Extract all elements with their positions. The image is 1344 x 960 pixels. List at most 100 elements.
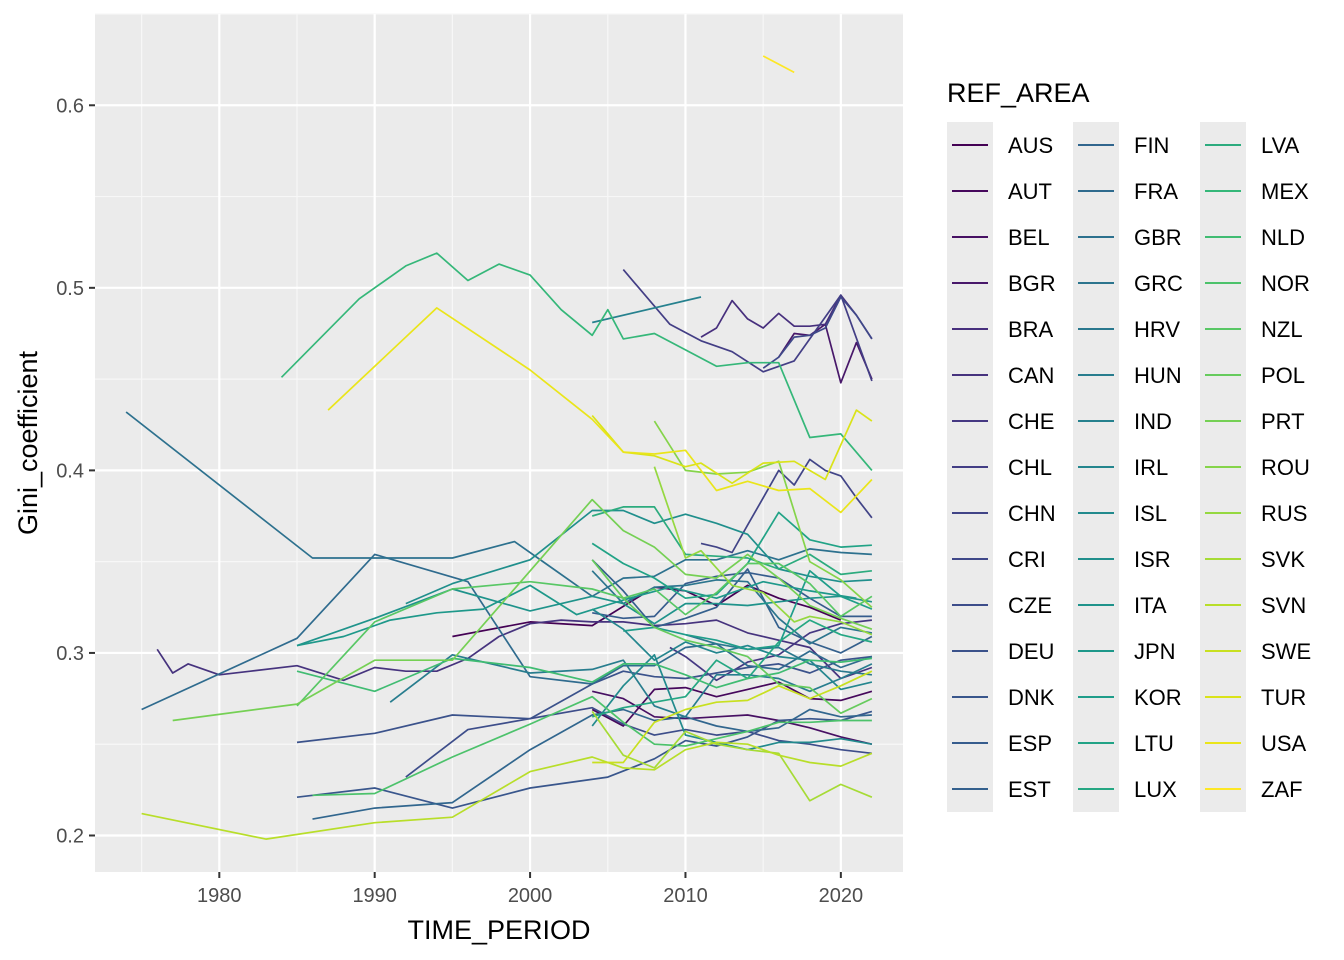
legend-label-kor: KOR — [1134, 685, 1182, 710]
x-axis-title: TIME_PERIOD — [407, 915, 590, 945]
legend-label-gbr: GBR — [1134, 225, 1182, 250]
series-line-aus — [452, 584, 842, 638]
legend-label-ind: IND — [1134, 409, 1172, 434]
legend-label-svk: SVK — [1261, 547, 1305, 572]
series-line-svn — [141, 741, 873, 840]
legend-label-irl: IRL — [1134, 455, 1168, 480]
legend-label-lux: LUX — [1134, 777, 1177, 802]
series-line-isr — [405, 509, 872, 605]
legend-label-esp: ESP — [1008, 731, 1052, 756]
series-line-deu — [296, 655, 872, 744]
series-line-lva — [591, 506, 872, 576]
legend-label-nzl: NZL — [1261, 317, 1303, 342]
legend-label-usa: USA — [1261, 731, 1307, 756]
series-line-mex — [280, 252, 873, 471]
series-line-zaf — [762, 55, 795, 74]
legend-label-dnk: DNK — [1008, 685, 1055, 710]
y-axis-title: Gini_coefficient — [13, 350, 43, 535]
legend-label-cze: CZE — [1008, 593, 1052, 618]
series-line-isl — [591, 653, 873, 751]
series-line-rou — [653, 420, 873, 608]
legend-label-bra: BRA — [1008, 317, 1054, 342]
legend-label-swe: SWE — [1261, 639, 1311, 664]
x-tick-label: 2000 — [508, 885, 553, 907]
y-tick-label: 0.4 — [56, 460, 84, 482]
legend-label-deu: DEU — [1008, 639, 1054, 664]
legend-label-ltu: LTU — [1134, 731, 1174, 756]
series-layer — [125, 55, 873, 840]
series-line-pol — [591, 559, 873, 715]
legend-label-aut: AUT — [1008, 179, 1052, 204]
series-line-hun — [389, 653, 873, 718]
legend-label-chl: CHL — [1008, 455, 1052, 480]
series-line-che — [669, 619, 872, 682]
legend-label-jpn: JPN — [1134, 639, 1176, 664]
y-tick-label: 0.2 — [56, 825, 84, 847]
legend-label-ita: ITA — [1134, 593, 1167, 618]
series-line-nor — [312, 695, 872, 797]
legend-items: AUS AUT BEL BGR BRA CAN CHE CHL CHN CRI CZE DEU DNK E… — [947, 122, 1311, 812]
series-line-cze — [405, 706, 872, 778]
legend-label-svn: SVN — [1261, 593, 1306, 618]
x-tick-label: 2010 — [663, 885, 708, 907]
legend-label-prt: PRT — [1261, 409, 1305, 434]
series-line-dnk — [296, 710, 873, 809]
legend-label-chn: CHN — [1008, 501, 1056, 526]
legend-label-aus: AUS — [1008, 133, 1053, 158]
legend-label-grc: GRC — [1134, 271, 1183, 296]
legend-label-nor: NOR — [1261, 271, 1310, 296]
legend-label-nld: NLD — [1261, 225, 1305, 250]
series-line-cri — [762, 296, 873, 369]
series-line-usa — [327, 307, 873, 514]
y-tick-label: 0.6 — [56, 95, 84, 117]
series-line-hrv — [685, 633, 872, 676]
legend-label-isr: ISR — [1134, 547, 1171, 572]
legend-label-tur: TUR — [1261, 685, 1306, 710]
legend-label-rus: RUS — [1261, 501, 1307, 526]
series-line-ind — [592, 296, 702, 324]
legend-label-cri: CRI — [1008, 547, 1046, 572]
series-line-bra — [700, 294, 873, 340]
legend-label-est: EST — [1008, 777, 1051, 802]
series-line-can — [156, 619, 873, 682]
x-tick-label: 2020 — [819, 885, 864, 907]
series-line-tur — [591, 409, 873, 485]
legend-label-hrv: HRV — [1134, 317, 1180, 342]
legend-label-pol: POL — [1261, 363, 1305, 388]
legend: REF_AREA AUS AUT BEL BGR BRA CAN CHE CHL CHN CRI C… — [947, 78, 1311, 812]
legend-label-can: CAN — [1008, 363, 1054, 388]
x-tick-label: 1980 — [197, 885, 242, 907]
legend-label-isl: ISL — [1134, 501, 1167, 526]
legend-title: REF_AREA — [947, 78, 1090, 108]
series-line-kor — [623, 569, 873, 651]
series-line-chl — [622, 269, 873, 382]
series-line-nzl — [296, 562, 873, 707]
series-line-bel — [592, 690, 873, 746]
legend-label-zaf: ZAF — [1261, 777, 1303, 802]
legend-label-mex: MEX — [1261, 179, 1309, 204]
legend-label-bel: BEL — [1008, 225, 1050, 250]
legend-label-bgr: BGR — [1008, 271, 1056, 296]
series-line-lux — [591, 619, 873, 718]
legend-label-lva: LVA — [1261, 133, 1300, 158]
series-line-est — [591, 559, 873, 654]
legend-label-fin: FIN — [1134, 133, 1169, 158]
series-line-esp — [592, 571, 872, 620]
series-line-rus — [653, 466, 873, 636]
y-tick-label: 0.5 — [56, 278, 84, 300]
legend-label-rou: ROU — [1261, 455, 1310, 480]
series-line-gbr — [125, 411, 872, 598]
series-line-ita — [296, 588, 873, 647]
series-line-chn — [700, 458, 873, 554]
plot-panel — [95, 14, 903, 872]
y-tick-label: 0.3 — [56, 643, 84, 665]
x-axis-ticks: 1980 1990 2000 2010 2020 — [197, 872, 863, 907]
series-line-svk — [591, 710, 873, 802]
grid-minor — [95, 13, 903, 872]
series-line-irl — [591, 608, 873, 691]
series-line-nld — [296, 657, 873, 693]
x-tick-label: 1990 — [352, 885, 397, 907]
y-axis-ticks: 0.2 0.3 0.4 0.5 0.6 — [56, 95, 95, 847]
series-line-jpn — [296, 580, 857, 647]
